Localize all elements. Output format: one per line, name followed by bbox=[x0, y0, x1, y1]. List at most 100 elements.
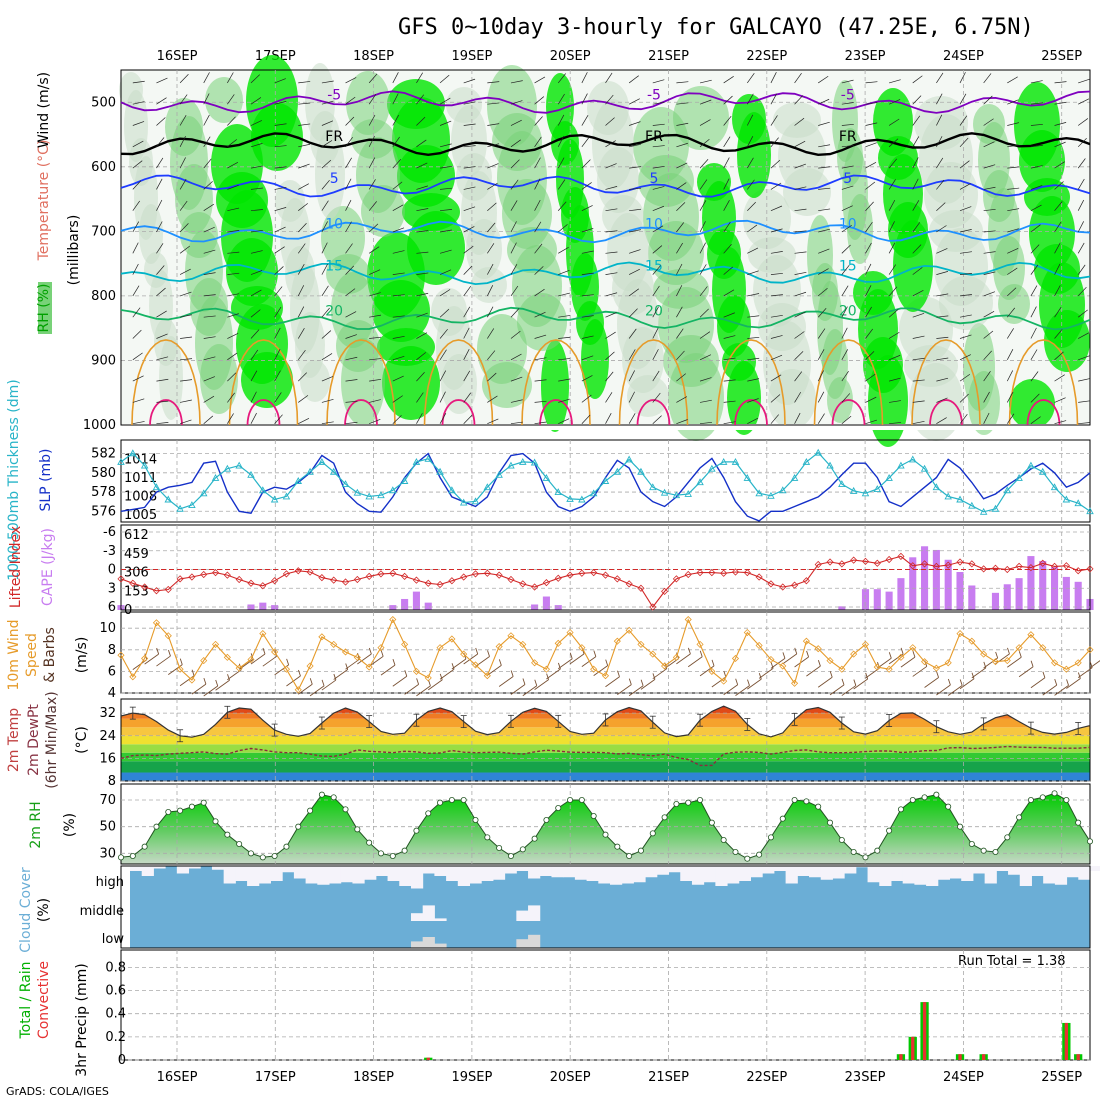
wind-barb bbox=[983, 186, 996, 190]
high-cloud-gap bbox=[329, 866, 342, 884]
low-cloud-cell bbox=[422, 937, 435, 948]
wind-barb bbox=[676, 242, 683, 254]
wind-barb bbox=[959, 93, 967, 105]
wind-barb bbox=[1089, 660, 1100, 669]
wind-barb bbox=[829, 684, 845, 696]
lifted-marker bbox=[401, 572, 409, 580]
axis-label: Temperature (°C) bbox=[36, 140, 52, 262]
wind-marker bbox=[980, 650, 988, 658]
high-cloud-gap bbox=[610, 866, 623, 885]
top-date-label: 24SEP bbox=[943, 49, 984, 64]
wind-barb bbox=[203, 356, 216, 361]
lifted-marker bbox=[436, 580, 444, 589]
lifted-marker bbox=[909, 562, 917, 570]
wind-barb bbox=[652, 205, 665, 212]
warm-contour bbox=[521, 339, 591, 426]
axis-label: CAPE (J/kg) bbox=[40, 528, 56, 606]
wind-barb-flag bbox=[345, 663, 349, 670]
wind-barb bbox=[298, 81, 311, 84]
wind-barb bbox=[912, 244, 922, 254]
wind-barb-flag bbox=[1030, 660, 1034, 667]
wind-barb bbox=[368, 201, 377, 211]
lifted-marker bbox=[141, 583, 149, 591]
rh-contour-blob bbox=[251, 103, 303, 171]
wind-barb bbox=[203, 226, 215, 233]
top-date-axis: 16SEP17SEP18SEP19SEP20SEP21SEP22SEP23SEP… bbox=[157, 49, 1083, 64]
high-cloud-gap bbox=[1066, 866, 1079, 878]
wind-barb bbox=[629, 208, 642, 212]
panel-gap bbox=[121, 424, 1090, 430]
wind-barb-flag bbox=[522, 678, 526, 685]
wind-marker bbox=[1027, 631, 1035, 639]
wind-barb bbox=[274, 266, 284, 275]
wind-barb bbox=[983, 208, 996, 212]
wind-barb bbox=[392, 272, 405, 275]
wind-barb-flag bbox=[156, 647, 160, 655]
wind-marker bbox=[531, 659, 539, 667]
high-cloud-gap bbox=[188, 866, 201, 869]
wind-barb bbox=[416, 230, 429, 233]
wind-barb bbox=[250, 143, 263, 148]
wind-barb bbox=[794, 251, 807, 254]
rh-marker bbox=[1087, 838, 1094, 845]
wind-barb bbox=[865, 222, 873, 233]
lifted-marker bbox=[554, 574, 562, 582]
wind-barb bbox=[534, 157, 541, 169]
wind-marker bbox=[483, 672, 491, 680]
wind-barb bbox=[652, 186, 665, 190]
wind-barb bbox=[747, 93, 754, 105]
high-cloud-gap bbox=[890, 866, 904, 881]
slp-marker bbox=[129, 449, 137, 457]
wind-barb bbox=[274, 348, 281, 360]
panel-frame bbox=[120, 949, 1091, 1061]
wind-barb bbox=[723, 200, 730, 211]
wind-barb-flag bbox=[498, 659, 502, 666]
wind-barb bbox=[676, 222, 685, 233]
cape-bar bbox=[271, 605, 279, 610]
wind-barb bbox=[888, 158, 897, 169]
wind-barb-flag bbox=[215, 679, 219, 687]
wind-barb bbox=[132, 242, 139, 254]
wind-barb bbox=[629, 121, 641, 126]
hot-contour bbox=[149, 399, 183, 426]
wind-barb-flag bbox=[191, 669, 195, 676]
wind-barb bbox=[1078, 332, 1089, 339]
wind-marker bbox=[956, 630, 964, 638]
warm-contour bbox=[716, 339, 786, 426]
wind-marker bbox=[448, 635, 456, 643]
wind-barb-flag bbox=[806, 650, 810, 658]
slp-marker bbox=[247, 470, 255, 478]
rh-marker bbox=[850, 849, 857, 856]
wind-barb-flag bbox=[723, 670, 727, 678]
wind-barb bbox=[676, 202, 686, 211]
high-cloud-gap bbox=[832, 866, 845, 879]
wind-barb bbox=[309, 685, 325, 697]
wind-barb bbox=[747, 315, 760, 318]
high-cloud-gap bbox=[937, 866, 951, 880]
wind-barb bbox=[510, 221, 517, 233]
wind-barb bbox=[983, 310, 995, 318]
rh-marker bbox=[1004, 834, 1011, 841]
wind-barb bbox=[581, 394, 592, 403]
wind-barb bbox=[1078, 400, 1091, 403]
wind-barb bbox=[558, 418, 570, 425]
cape-bar bbox=[1003, 584, 1011, 610]
slp-marker bbox=[719, 457, 728, 465]
rh-marker bbox=[673, 801, 680, 808]
wind-barb bbox=[416, 292, 429, 297]
wind-barb bbox=[463, 653, 478, 665]
wind-marker bbox=[850, 650, 858, 658]
wind-barb bbox=[676, 350, 685, 361]
high-cloud-gap bbox=[223, 866, 236, 884]
wind-barb bbox=[605, 351, 615, 361]
wind-barb bbox=[274, 327, 281, 339]
wind-barb bbox=[392, 181, 403, 190]
precip-convective-bar bbox=[911, 1036, 915, 1060]
high-cloud-gap bbox=[247, 866, 260, 886]
wind-barb bbox=[156, 422, 169, 425]
wind-barb bbox=[203, 376, 215, 382]
wind-barb bbox=[369, 399, 381, 403]
high-cloud-gap bbox=[574, 866, 588, 880]
cape-bar bbox=[1074, 581, 1082, 610]
hot-contour bbox=[539, 399, 573, 426]
